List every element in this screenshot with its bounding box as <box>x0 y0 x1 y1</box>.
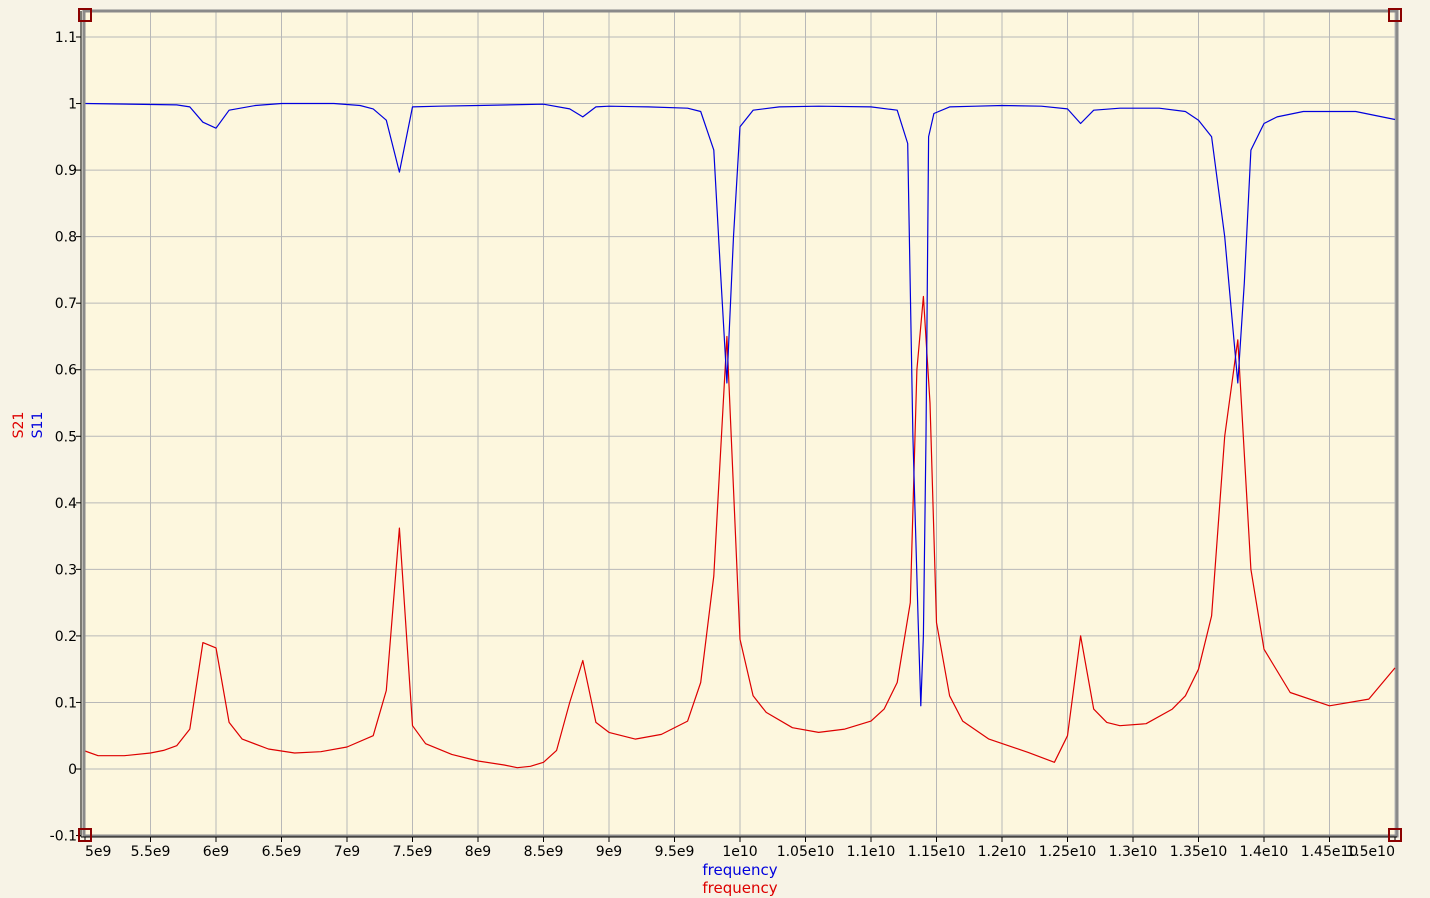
y-tick-label: 0.2 <box>55 629 77 645</box>
x-tick-label: 1.2e10 <box>978 844 1027 860</box>
y-tick-label: 1.1 <box>55 30 77 46</box>
x-axis-label-s11: frequency <box>702 861 777 879</box>
y-tick-label: 0.4 <box>55 496 77 512</box>
x-tick-label: 7e9 <box>334 844 360 860</box>
x-tick-label: 6.5e9 <box>262 844 302 860</box>
x-tick-label: 6e9 <box>203 844 229 860</box>
y-axis-label-s11: S11 <box>30 412 46 439</box>
y-tick-label: 0.5 <box>55 429 77 445</box>
y-tick-label: 0.9 <box>55 163 77 179</box>
y-tick-label: -0.1 <box>50 829 77 845</box>
x-axis-ticks: 5e9 5.5e9 6e9 6.5e9 7e9 7.5e9 8e9 8.5e9 9e9 9.5e9… <box>84 837 1396 860</box>
x-tick-label: 1.35e10 <box>1170 844 1228 860</box>
corner-marker-top-left[interactable] <box>78 8 92 22</box>
y-tick-label: 0.1 <box>55 695 77 711</box>
x-tick-label: 1.45e10 <box>1301 844 1359 860</box>
x-tick-label: 8.5e9 <box>524 844 564 860</box>
series-line-s11 <box>84 102 1396 707</box>
x-tick-label: 1.15e10 <box>908 844 966 860</box>
y-tick-label: 0.8 <box>55 230 77 246</box>
x-tick-label: 1.05e10 <box>777 844 835 860</box>
y-tick-label: 0.7 <box>55 296 77 312</box>
x-tick-label: 1.1e10 <box>847 844 896 860</box>
y-tick-label: 0.3 <box>55 562 77 578</box>
x-tick-label: 1.25e10 <box>1039 844 1097 860</box>
corner-marker-top-right[interactable] <box>1388 8 1402 22</box>
x-tick-label: 1.3e10 <box>1109 844 1158 860</box>
y-tick-label: 1 <box>68 97 77 113</box>
x-tick-label: 8e9 <box>465 844 491 860</box>
x-tick-label: 1.5e10 <box>1346 844 1395 860</box>
y-axis-label-s21: S21 <box>11 412 27 439</box>
series-layer <box>84 102 1396 769</box>
series-line-s21 <box>84 295 1396 769</box>
x-tick-label: 1e10 <box>722 844 757 860</box>
y-tick-label: 0.6 <box>55 363 77 379</box>
x-tick-label: 9e9 <box>596 844 622 860</box>
x-axis-label-s21: frequency <box>702 879 777 897</box>
x-tick-label: 5.5e9 <box>131 844 171 860</box>
y-axis-ticks: -0.1 0 0.1 0.2 0.3 0.4 0.5 0.6 0.7 0.8 0.9 1 1.1 <box>50 30 81 845</box>
corner-marker-bottom-left[interactable] <box>78 828 92 842</box>
x-tick-label: 9.5e9 <box>655 844 695 860</box>
x-tick-label: 1.4e10 <box>1240 844 1289 860</box>
x-tick-label: 7.5e9 <box>393 844 433 860</box>
plot-frame <box>82 9 1399 838</box>
x-tick-label: 5e9 <box>85 844 111 860</box>
y-tick-label: 0 <box>68 762 77 778</box>
corner-marker-bottom-right[interactable] <box>1388 828 1402 842</box>
